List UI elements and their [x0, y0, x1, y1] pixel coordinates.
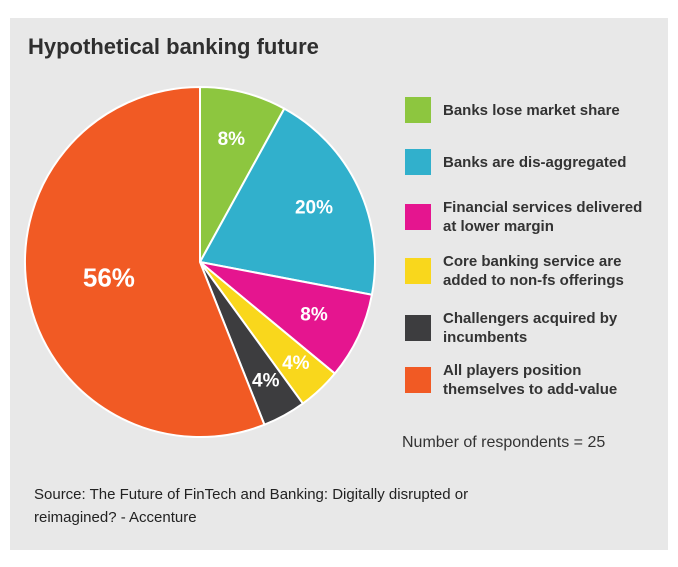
legend-label: Financial services delivered at lower ma… — [443, 199, 643, 235]
legend-label: Banks lose market share — [443, 101, 620, 119]
legend-swatch — [405, 315, 431, 341]
slice-label: 8% — [218, 129, 246, 150]
note: Number of respondents = 25 — [402, 434, 606, 451]
legend-swatch — [405, 97, 431, 123]
legend-label: Banks are dis-aggregated — [443, 153, 627, 171]
legend-swatch — [405, 367, 431, 393]
slice-label: 20% — [295, 197, 333, 218]
slice-label: 4% — [252, 371, 280, 392]
pie-slice — [24, 85, 266, 438]
slice-label: 4% — [282, 353, 310, 374]
legend-item: All players position themselves to add-v… — [405, 360, 655, 400]
legend-item: Challengers acquired by incumbents — [405, 308, 655, 348]
legend-swatch — [405, 149, 431, 175]
legend-item: Banks lose market share — [405, 90, 655, 130]
legend-label: All players position themselves to add-v… — [443, 362, 618, 398]
legend-swatch — [405, 258, 431, 284]
slice-label: 56% — [83, 262, 135, 292]
legend-item: Banks are dis-aggregated — [405, 142, 655, 182]
legend-label: Core banking service are added to non-fs… — [443, 253, 624, 289]
source: Source: The Future of FinTech and Bankin… — [34, 486, 469, 526]
chart-title: Hypothetical banking future — [28, 34, 319, 59]
legend-item: Financial services delivered at lower ma… — [405, 197, 655, 237]
legend-label: Challengers acquired by incumbents — [443, 310, 618, 346]
legend-item: Core banking service are added to non-fs… — [405, 251, 655, 291]
slice-label: 8% — [300, 305, 328, 326]
pie-slice — [198, 107, 376, 296]
legend-swatch — [405, 204, 431, 230]
